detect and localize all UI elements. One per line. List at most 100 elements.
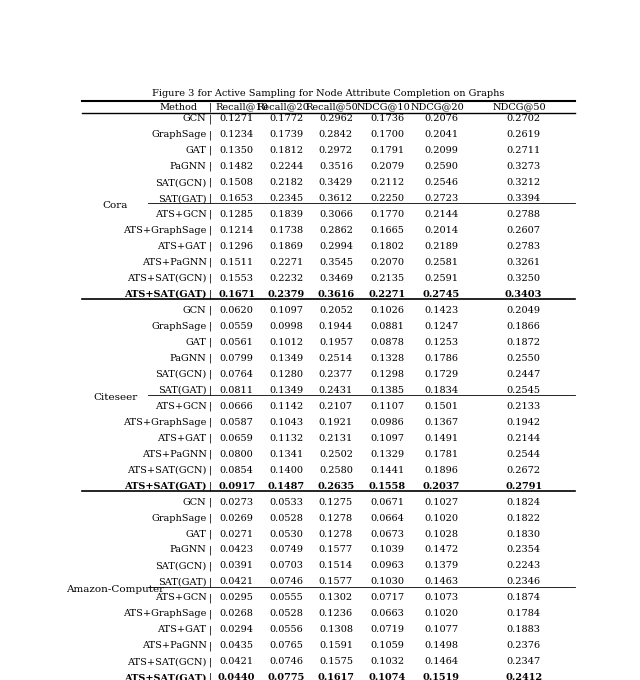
Text: 0.1558: 0.1558 — [369, 481, 406, 490]
Text: 0.1059: 0.1059 — [371, 641, 404, 650]
Text: 0.1030: 0.1030 — [371, 577, 404, 586]
Text: 0.0587: 0.0587 — [220, 418, 253, 427]
Text: 0.1824: 0.1824 — [507, 498, 541, 507]
Text: 0.2049: 0.2049 — [507, 306, 541, 315]
Text: 0.1341: 0.1341 — [269, 449, 303, 459]
Text: 0.1073: 0.1073 — [424, 594, 458, 602]
Text: |: | — [209, 178, 212, 188]
Text: 0.1729: 0.1729 — [424, 370, 458, 379]
Text: 0.2244: 0.2244 — [269, 163, 303, 171]
Text: 0.1491: 0.1491 — [424, 434, 458, 443]
Text: |: | — [209, 306, 212, 316]
Text: 0.1739: 0.1739 — [269, 131, 303, 139]
Text: 0.1869: 0.1869 — [269, 242, 303, 251]
Text: SAT(GCN): SAT(GCN) — [156, 370, 207, 379]
Text: 0.1498: 0.1498 — [424, 641, 458, 650]
Text: 0.1839: 0.1839 — [269, 210, 303, 219]
Text: 0.1665: 0.1665 — [371, 226, 404, 235]
Text: 0.1944: 0.1944 — [319, 322, 353, 331]
Text: 0.0749: 0.0749 — [269, 545, 303, 554]
Text: 0.1700: 0.1700 — [371, 131, 404, 139]
Text: 0.0775: 0.0775 — [268, 673, 305, 680]
Text: |: | — [209, 386, 212, 395]
Text: 0.2788: 0.2788 — [507, 210, 541, 219]
Text: |: | — [209, 242, 212, 252]
Text: 0.1472: 0.1472 — [424, 545, 458, 554]
Text: 0.1896: 0.1896 — [424, 466, 458, 475]
Text: ATS+SAT(GCN): ATS+SAT(GCN) — [127, 466, 207, 475]
Text: |: | — [209, 274, 212, 284]
Text: 0.1400: 0.1400 — [269, 466, 303, 475]
Text: 0.1097: 0.1097 — [371, 434, 404, 443]
Text: 0.1883: 0.1883 — [507, 626, 541, 634]
Text: 0.1866: 0.1866 — [507, 322, 541, 331]
Text: 0.1349: 0.1349 — [269, 386, 303, 395]
Text: 0.1834: 0.1834 — [424, 386, 458, 395]
Text: 0.1830: 0.1830 — [507, 530, 541, 539]
Text: GAT: GAT — [186, 530, 207, 539]
Text: 0.2745: 0.2745 — [422, 290, 460, 299]
Text: 0.2377: 0.2377 — [319, 370, 353, 379]
Text: 0.0533: 0.0533 — [269, 498, 303, 507]
Text: 0.1812: 0.1812 — [269, 146, 303, 155]
Text: NDCG@10: NDCG@10 — [356, 103, 410, 112]
Text: SAT(GCN): SAT(GCN) — [156, 562, 207, 571]
Text: 0.0854: 0.0854 — [220, 466, 253, 475]
Text: 0.2591: 0.2591 — [424, 274, 458, 283]
Text: SAT(GAT): SAT(GAT) — [158, 194, 207, 203]
Text: 0.2099: 0.2099 — [424, 146, 458, 155]
Text: SAT(GCN): SAT(GCN) — [156, 178, 207, 187]
Text: 0.1423: 0.1423 — [424, 306, 458, 315]
Text: 0.1302: 0.1302 — [319, 594, 353, 602]
Text: 0.0671: 0.0671 — [371, 498, 404, 507]
Text: 0.1379: 0.1379 — [424, 562, 458, 571]
Text: |: | — [209, 418, 212, 427]
Text: ATS+GCN: ATS+GCN — [155, 210, 207, 219]
Text: 0.2052: 0.2052 — [319, 306, 353, 315]
Text: 0.0881: 0.0881 — [371, 322, 404, 331]
Text: ATS+SAT(GAT): ATS+SAT(GAT) — [124, 673, 207, 680]
Text: GCN: GCN — [183, 306, 207, 315]
Text: 0.1298: 0.1298 — [371, 370, 404, 379]
Text: ATS+SAT(GAT): ATS+SAT(GAT) — [124, 290, 207, 299]
Text: 0.1508: 0.1508 — [220, 178, 253, 187]
Text: GAT: GAT — [186, 338, 207, 347]
Text: 0.2711: 0.2711 — [506, 146, 541, 155]
Text: 0.1097: 0.1097 — [269, 306, 303, 315]
Text: 0.2635: 0.2635 — [317, 481, 355, 490]
Text: 0.0746: 0.0746 — [269, 658, 303, 666]
Text: 0.1280: 0.1280 — [269, 370, 303, 379]
Text: GraphSage: GraphSage — [151, 513, 207, 522]
Text: 0.2112: 0.2112 — [370, 178, 404, 187]
Text: PaGNN: PaGNN — [170, 545, 207, 554]
Text: |: | — [209, 354, 212, 363]
Text: 0.2545: 0.2545 — [507, 386, 541, 395]
Text: 0.1770: 0.1770 — [370, 210, 404, 219]
Text: 0.0659: 0.0659 — [220, 434, 253, 443]
Text: |: | — [209, 577, 212, 587]
Text: 0.1278: 0.1278 — [319, 530, 353, 539]
Text: ATS+GAT: ATS+GAT — [157, 626, 207, 634]
Text: 0.1026: 0.1026 — [371, 306, 404, 315]
Text: 0.2250: 0.2250 — [371, 194, 404, 203]
Text: 0.0295: 0.0295 — [220, 594, 253, 602]
Text: 0.2447: 0.2447 — [506, 370, 541, 379]
Text: 0.1285: 0.1285 — [220, 210, 253, 219]
Text: |: | — [209, 497, 212, 507]
Text: 0.2783: 0.2783 — [507, 242, 541, 251]
Text: 0.0963: 0.0963 — [371, 562, 404, 571]
Text: 0.2544: 0.2544 — [507, 449, 541, 459]
Text: 0.2070: 0.2070 — [371, 258, 404, 267]
Text: NDCG@50: NDCG@50 — [493, 103, 547, 112]
Text: 0.0764: 0.0764 — [220, 370, 253, 379]
Text: 0.1012: 0.1012 — [269, 338, 303, 347]
Text: |: | — [209, 449, 212, 459]
Text: 0.2107: 0.2107 — [319, 402, 353, 411]
Text: 0.1487: 0.1487 — [268, 481, 305, 490]
Text: Recall@10: Recall@10 — [216, 103, 269, 112]
Text: 0.0917: 0.0917 — [218, 481, 255, 490]
Text: 0.0666: 0.0666 — [220, 402, 253, 411]
Text: 0.1482: 0.1482 — [220, 163, 254, 171]
Text: 0.1957: 0.1957 — [319, 338, 353, 347]
Text: 0.1591: 0.1591 — [319, 641, 353, 650]
